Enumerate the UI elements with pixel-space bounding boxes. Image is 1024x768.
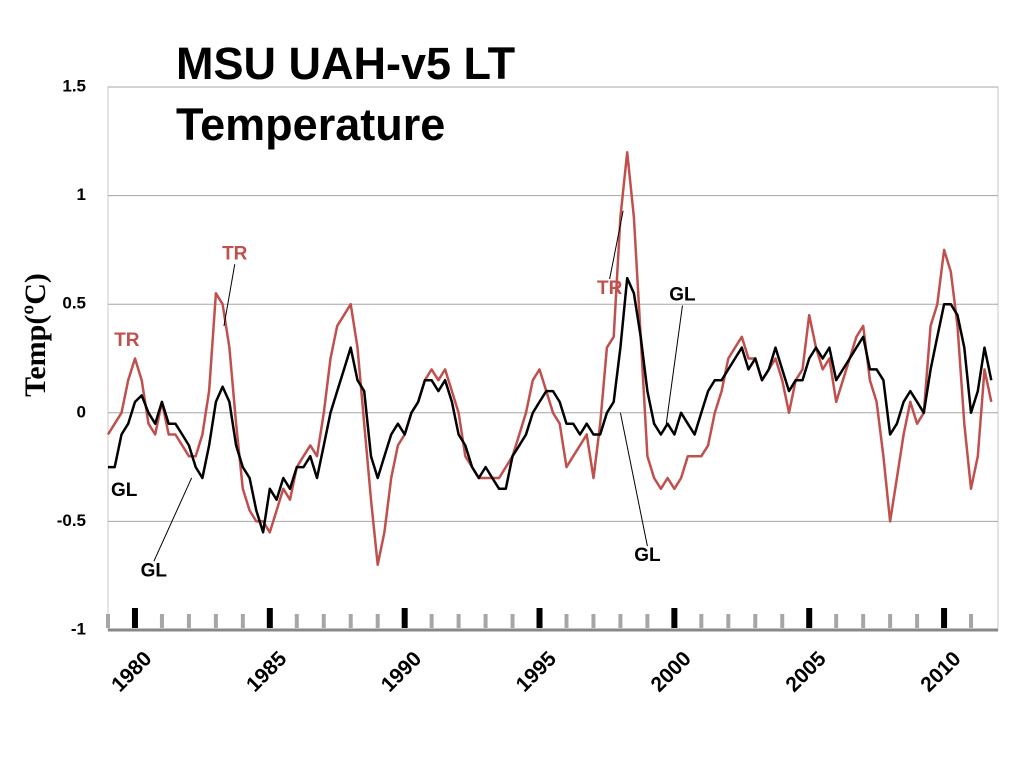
- y-tick-label: -1: [71, 619, 86, 638]
- y-tick-label: 1: [77, 185, 86, 204]
- annotation: GL: [634, 545, 661, 566]
- y-axis-label: Temp(ºC): [19, 273, 52, 397]
- x-tick-label: 1990: [377, 647, 426, 696]
- series-line: [106, 150, 993, 567]
- annotation-leader: [665, 305, 683, 424]
- annotation: GL: [111, 480, 138, 501]
- annotation: TR: [597, 278, 623, 299]
- annotation-leader: [619, 412, 648, 547]
- x-tick-label: 1985: [242, 647, 292, 697]
- annotation: GL: [141, 560, 168, 581]
- y-tick-label: -0.5: [57, 511, 86, 530]
- annotation: GL: [669, 285, 696, 306]
- annotation-leader: [153, 477, 193, 562]
- x-tick-label: 2010: [916, 647, 965, 696]
- annotation: TR: [222, 243, 248, 264]
- series-line: [108, 276, 993, 534]
- x-tick-label: 2000: [647, 647, 696, 696]
- annotation: TR: [114, 330, 140, 351]
- chart-title: MSU UAH-v5 LT Temperature: [176, 38, 516, 150]
- x-tick-label: 1980: [107, 647, 156, 696]
- y-tick-label: 1.5: [62, 76, 86, 95]
- annotation-leader: [223, 264, 236, 327]
- annotation-leader: [609, 210, 624, 280]
- y-tick-label: 0.5: [62, 294, 86, 313]
- x-tick-label: 1995: [512, 647, 562, 697]
- y-tick-label: 0: [77, 402, 86, 421]
- x-tick-label: 2005: [781, 647, 831, 697]
- plot-border: [107, 86, 999, 631]
